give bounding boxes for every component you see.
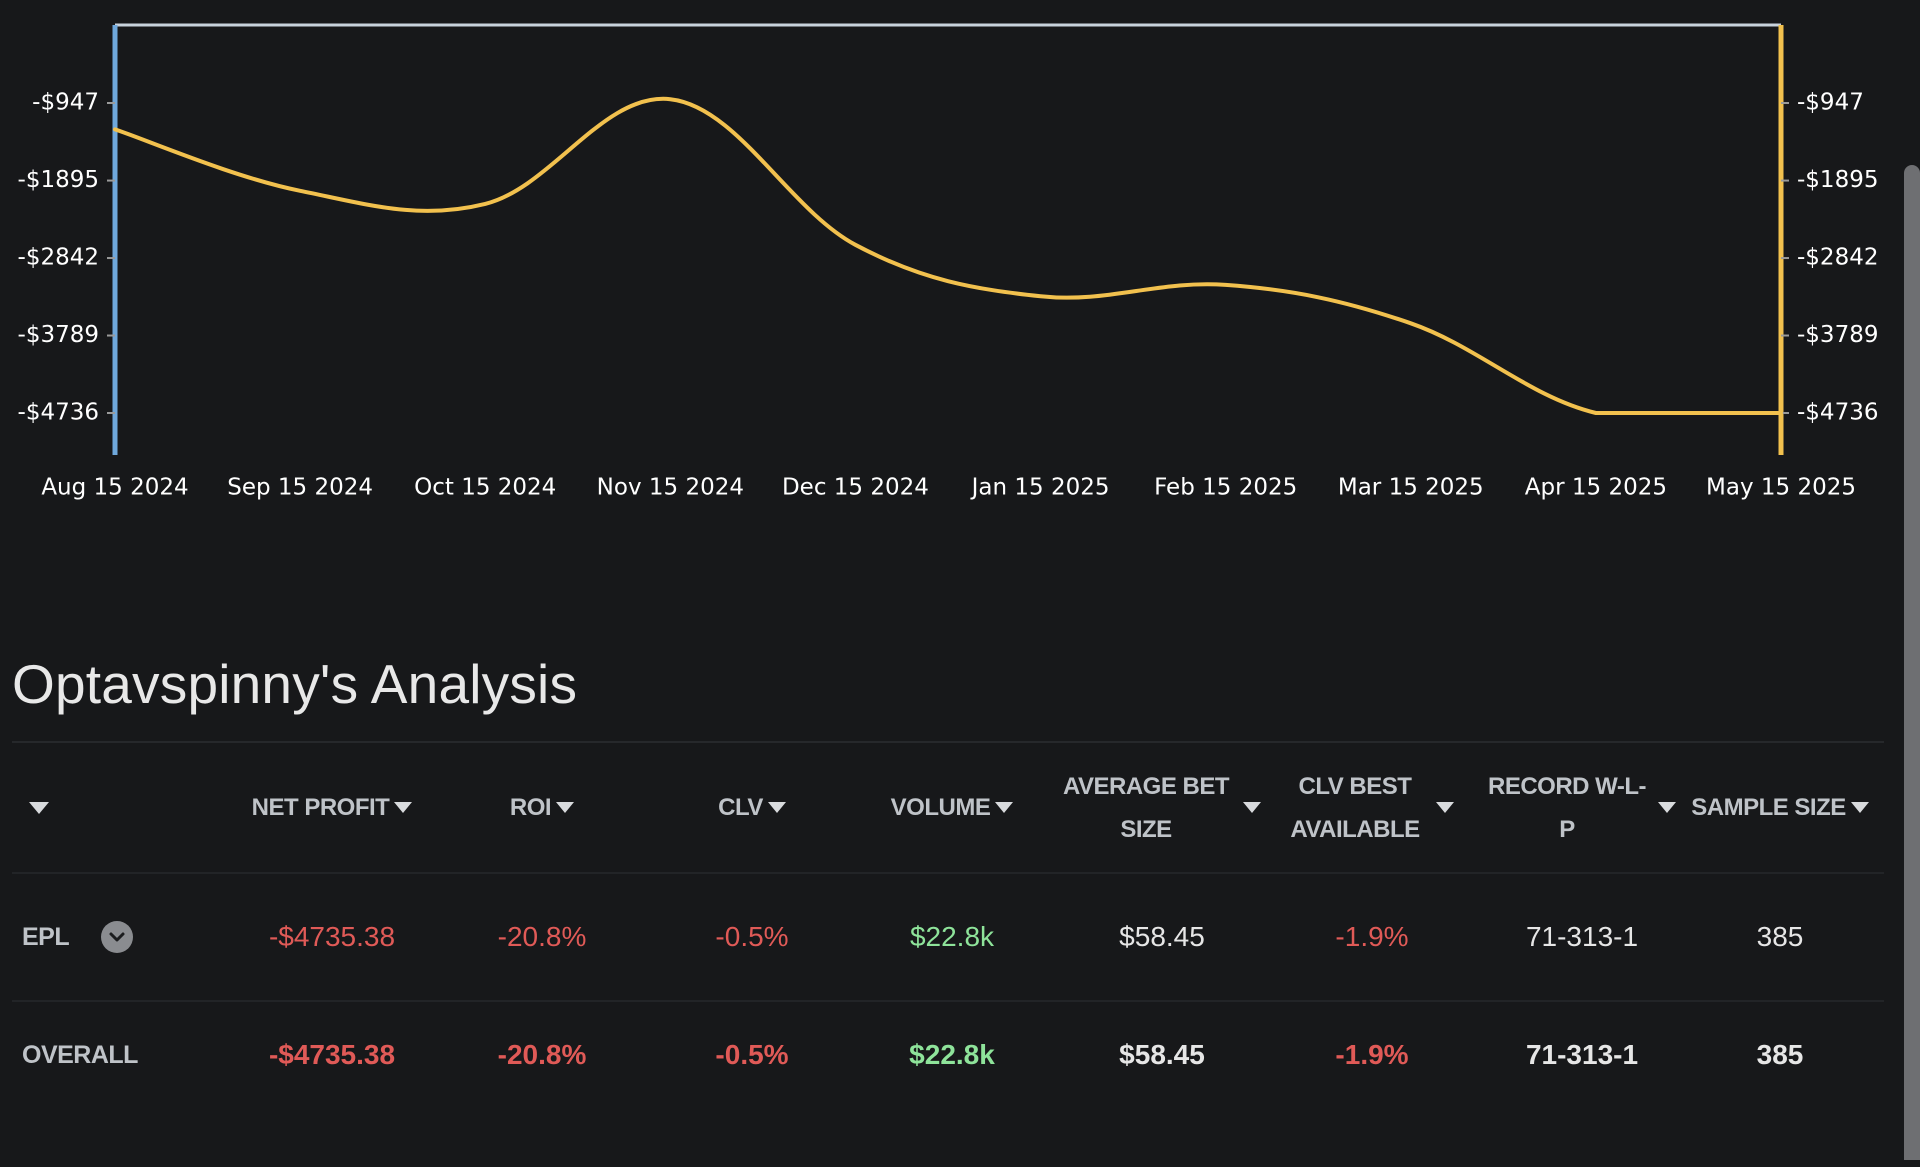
volume-header[interactable]: VOLUME [842,743,1062,872]
clv-cell: -0.5% [715,1039,789,1070]
divider [12,741,1884,743]
scrollbar[interactable] [1904,165,1920,1160]
clv-best-available-header-line2: AVAILABLE [1290,815,1420,843]
sample-size-header[interactable]: SAMPLE SIZE [1680,743,1880,872]
y-tick-label: -$1895 [1797,167,1878,193]
x-tick-label: Dec 15 2024 [782,475,929,501]
sort-caret-icon[interactable] [28,801,49,814]
record-cell: 71-313-1 [1525,921,1639,952]
sort-caret-icon[interactable] [1243,802,1262,813]
sort-caret-icon[interactable] [1435,802,1454,813]
x-axis-ticks: Aug 15 2024 Sep 15 2024 Oct 15 2024 Nov 15 … [41,475,1856,501]
sort-caret-icon[interactable] [995,802,1014,813]
table-row: OVERALL -$4735.38 -20.8% -0.5% $22.8k $5… [12,1002,1884,1108]
table-row: EPL -$4735.38 -20.8% -0.5% $22.8k $58.45… [12,874,1884,1002]
roi-header-label: ROI [509,794,552,821]
roi-cell: -20.8% [497,921,587,952]
y-tick-label: -$947 [1797,90,1864,116]
sort-caret-icon[interactable] [556,802,575,813]
record-header-label: RECORD W-L- P [1488,765,1647,851]
sample-size-header-label: SAMPLE SIZE [1691,794,1846,821]
average-bet-size-cell: $58.45 [1119,921,1205,952]
x-tick-label: May 15 2025 [1706,475,1856,501]
y-tick-label: -$947 [32,90,99,116]
net-profit-cell: -$4735.38 [268,921,396,952]
sort-caret-icon[interactable] [767,802,786,813]
y-tick-label: -$2842 [18,245,99,271]
y-tick-label: -$4736 [1797,400,1878,426]
volume-cell: $22.8k [909,1039,995,1070]
x-tick-label: Nov 15 2024 [597,475,744,501]
x-tick-label: Apr 15 2025 [1525,475,1667,501]
average-bet-size-header-line1: AVERAGE BET [1062,772,1230,800]
profit-line-chart: -$947 -$1895 -$2842 -$3789 -$4736 -$947 -$189… [18,23,1878,501]
sample-size-cell: 385 [1756,921,1804,952]
x-tick-label: Oct 15 2024 [414,475,556,501]
sort-caret-icon[interactable] [1850,802,1869,813]
average-bet-size-header-label: AVERAGE BET SIZE [1062,765,1230,851]
clv-best-available-cell: -1.9% [1335,1039,1409,1070]
y-tick-label: -$4736 [18,400,99,426]
record-header-line1: RECORD W-L- [1488,772,1647,800]
x-tick-label: Aug 15 2024 [41,475,188,501]
table-header-row: NET PROFIT ROI CLV VOLUME AVERAGE BET SI… [12,743,1884,874]
x-tick-label: Jan 15 2025 [970,475,1110,501]
y-tick-label: -$2842 [1797,245,1878,271]
clv-best-available-header[interactable]: CLV BEST AVAILABLE [1262,743,1482,872]
clv-best-available-cell: -1.9% [1335,921,1409,952]
clv-best-available-header-line1: CLV BEST [1298,772,1412,800]
analysis-title: Optavspinny's Analysis [12,653,578,715]
x-tick-label: Sep 15 2024 [227,475,373,501]
y-tick-label: -$3789 [18,322,99,348]
net-profit-header-label: NET PROFIT [251,794,390,821]
right-y-axis-ticks: -$947 -$1895 -$2842 -$3789 -$4736 [1781,90,1878,426]
volume-cell: $22.8k [909,921,995,952]
record-header[interactable]: RECORD W-L- P [1472,743,1692,872]
chevron-down-icon [109,932,125,942]
record-header-line2: P [1559,815,1575,843]
y-tick-label: -$1895 [18,167,99,193]
expand-row-button[interactable] [101,921,133,953]
average-bet-size-cell: $58.45 [1119,1039,1205,1070]
row-label: EPL [22,922,70,951]
sort-caret-icon[interactable] [1658,802,1676,813]
x-tick-label: Feb 15 2025 [1154,475,1297,501]
analysis-table: NET PROFIT ROI CLV VOLUME AVERAGE BET SI… [12,743,1884,1108]
category-sort-header[interactable] [12,743,60,872]
net-profit-cell: -$4735.38 [268,1039,396,1070]
series-line [113,96,1783,416]
record-cell: 71-313-1 [1525,1039,1639,1070]
roi-header[interactable]: ROI [432,743,652,872]
average-bet-size-header[interactable]: AVERAGE BET SIZE [1052,743,1272,872]
row-label: OVERALL [22,1040,138,1069]
roi-cell: -20.8% [497,1039,587,1070]
clv-header-label: CLV [718,794,763,821]
x-tick-label: Mar 15 2025 [1338,475,1484,501]
clv-header[interactable]: CLV [642,743,862,872]
clv-best-available-header-label: CLV BEST AVAILABLE [1290,765,1420,851]
left-y-axis-ticks: -$947 -$1895 -$2842 -$3789 -$4736 [18,90,115,426]
clv-cell: -0.5% [715,921,789,952]
sort-caret-icon[interactable] [394,802,413,813]
sample-size-cell: 385 [1756,1039,1804,1070]
average-bet-size-header-line2: SIZE [1120,815,1172,843]
y-tick-label: -$3789 [1797,322,1878,348]
volume-header-label: VOLUME [890,794,991,821]
net-profit-header[interactable]: NET PROFIT [212,743,452,872]
